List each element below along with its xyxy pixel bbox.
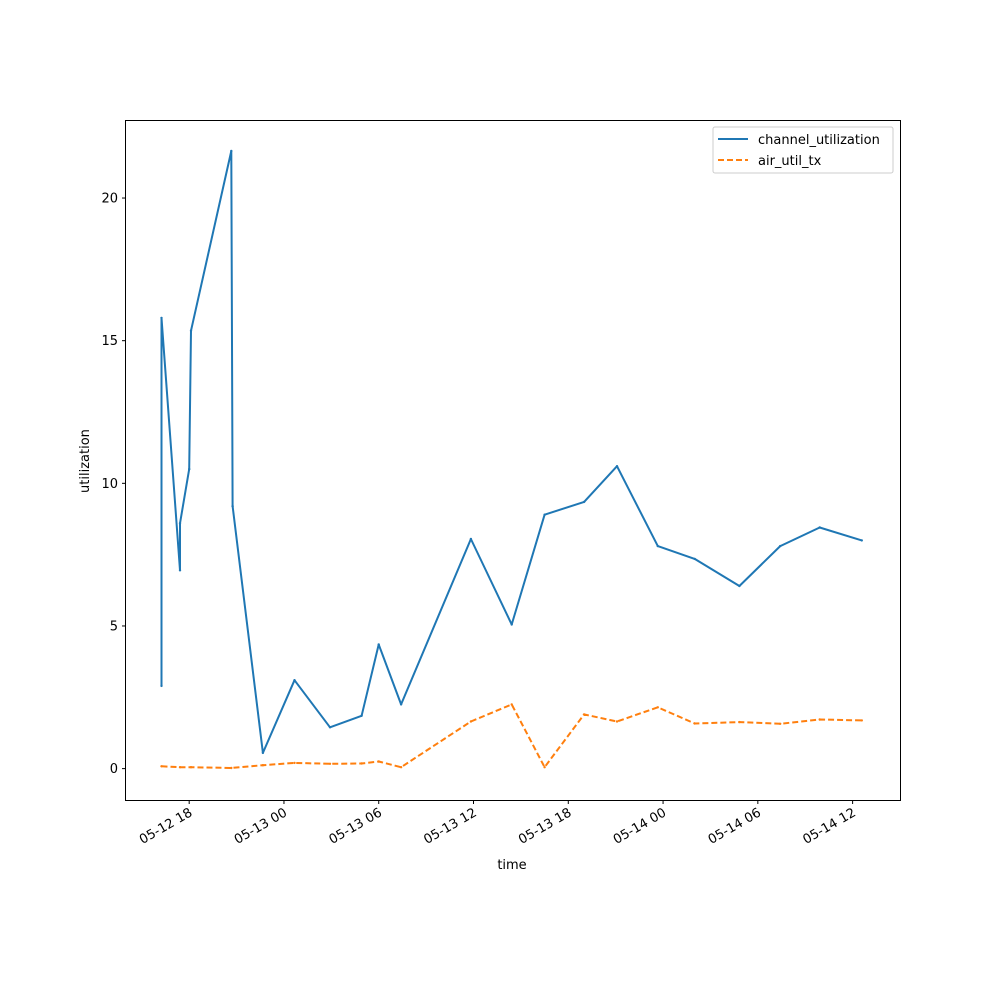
data-point-channel_utilization-22 — [779, 544, 782, 548]
y-axis: 0 5 10 15 20 — [101, 192, 126, 777]
data-point-channel_utilization-0 — [160, 684, 163, 688]
legend: channel_utilization air_util_tx — [712, 126, 894, 174]
data-point-air_util_tx-2 — [189, 766, 193, 769]
data-point-air_util_tx-1 — [178, 766, 182, 769]
data-point-channel_utilization-4 — [188, 467, 191, 471]
data-point-air_util_tx-13 — [582, 713, 586, 716]
data-point-air_util_tx-9 — [399, 766, 403, 769]
data-point-air_util_tx-19 — [818, 718, 821, 721]
data-point-air_util_tx-16 — [693, 722, 696, 725]
data-point-channel_utilization-15 — [510, 623, 513, 626]
data-point-air_util_tx-7 — [360, 762, 363, 765]
data-point-channel_utilization-16 — [543, 513, 546, 516]
data-point-channel_utilization-12 — [377, 643, 380, 646]
x-axis-label: time — [497, 858, 526, 873]
data-point-air_util_tx-10 — [469, 720, 473, 723]
data-point-air_util_tx-8 — [377, 760, 380, 763]
data-point-air_util_tx-11 — [510, 703, 513, 706]
data-point-channel_utilization-14 — [469, 537, 473, 541]
data-point-air_util_tx-15 — [656, 706, 659, 709]
data-point-air_util_tx-4 — [261, 764, 265, 767]
data-point-channel_utilization-8 — [261, 751, 265, 755]
data-point-air_util_tx-6 — [328, 762, 332, 765]
data-point-channel_utilization-19 — [656, 544, 659, 548]
data-point-channel_utilization-7 — [231, 504, 234, 508]
data-point-channel_utilization-1 — [160, 316, 163, 320]
y-tick-label: 10 — [101, 477, 118, 492]
data-point-channel_utilization-23 — [818, 526, 821, 529]
plot-frame — [125, 120, 901, 801]
data-point-channel_utilization-24 — [860, 539, 863, 542]
y-tick-label: 5 — [110, 619, 118, 634]
data-point-air_util_tx-5 — [293, 761, 296, 765]
data-point-air_util_tx-12 — [543, 766, 546, 769]
data-point-air_util_tx-17 — [738, 720, 741, 724]
data-point-air_util_tx-14 — [615, 720, 619, 723]
data-point-channel_utilization-2 — [178, 569, 182, 572]
data-point-channel_utilization-13 — [399, 703, 403, 706]
data-point-channel_utilization-20 — [693, 557, 696, 561]
series-layer — [160, 149, 863, 770]
data-point-channel_utilization-5 — [189, 329, 193, 332]
data-point-channel_utilization-17 — [582, 500, 586, 504]
data-point-channel_utilization-10 — [328, 726, 332, 729]
y-axis-label: utilization — [78, 429, 93, 493]
legend-box — [712, 126, 894, 174]
legend-label-channel_utilization: channel_utilization — [758, 133, 880, 148]
y-tick-label: 15 — [101, 334, 118, 349]
data-point-channel_utilization-9 — [293, 679, 296, 682]
data-point-channel_utilization-18 — [615, 465, 619, 468]
data-point-air_util_tx-20 — [860, 719, 863, 722]
data-point-air_util_tx-0 — [160, 765, 163, 768]
data-point-air_util_tx-18 — [779, 722, 782, 725]
y-tick-label: 20 — [101, 192, 118, 207]
y-tick-label: 0 — [110, 762, 118, 777]
legend-label-air_util_tx: air_util_tx — [758, 154, 822, 169]
data-point-channel_utilization-3 — [178, 522, 182, 525]
data-point-channel_utilization-11 — [360, 714, 363, 717]
data-point-channel_utilization-21 — [738, 584, 741, 588]
data-point-channel_utilization-6 — [230, 149, 233, 153]
data-point-air_util_tx-3 — [230, 766, 233, 770]
